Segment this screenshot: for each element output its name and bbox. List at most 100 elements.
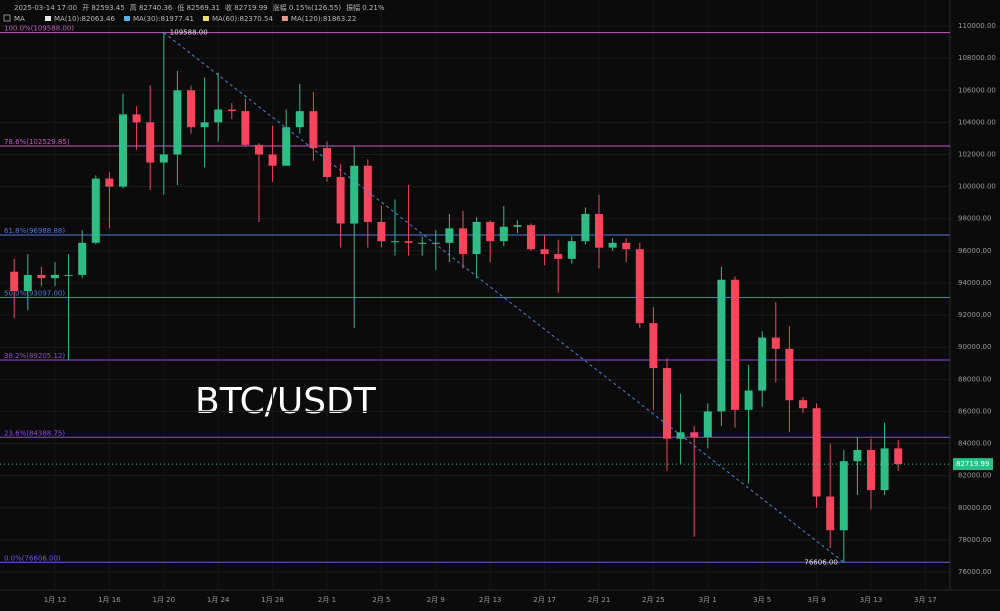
y-tick-label: 102000.00 [958, 150, 996, 158]
x-tick-label: 2月 25 [642, 596, 665, 604]
candle-body [554, 254, 563, 259]
candle-body [64, 274, 73, 276]
x-tick-label: 2月 21 [588, 596, 611, 604]
ma-label: MA [14, 15, 25, 23]
y-tick-label: 82000.00 [958, 472, 991, 480]
candle-body [880, 448, 889, 491]
y-tick-label: 98000.00 [958, 215, 991, 223]
x-tick-label: 1月 12 [44, 596, 67, 604]
candle-body [377, 221, 386, 242]
x-tick-label: 3月 13 [860, 596, 883, 604]
header-item: 高 82740.36 [130, 3, 173, 12]
candle-body [241, 111, 250, 145]
candle-body [350, 165, 359, 224]
header-item: 2025-03-14 17:00 [14, 4, 77, 12]
candle-body [404, 241, 413, 243]
low-label: 76606.00 [804, 558, 837, 566]
ma-swatch [123, 16, 130, 21]
candle-body [295, 111, 304, 128]
candle-body [785, 348, 794, 401]
candle-body [608, 242, 617, 248]
candle-body [418, 242, 427, 244]
fib-label: 0.0%(76606.00) [4, 554, 61, 562]
header-item: 涨幅 0.15%(126.55) [273, 3, 342, 12]
candle-body [771, 337, 780, 349]
candle-body [282, 127, 291, 166]
candle-body [527, 225, 535, 250]
candle-body [132, 114, 141, 123]
x-tick-label: 3月 9 [808, 596, 826, 604]
candle-body [717, 279, 726, 412]
candle-body [363, 165, 372, 222]
ma-item: MA(120):81863.22 [291, 15, 356, 23]
candle-body [867, 449, 875, 491]
x-tick-label: 2月 1 [318, 596, 336, 604]
candle-body [431, 242, 440, 244]
candle-body [663, 368, 671, 439]
y-tick-label: 86000.00 [958, 407, 991, 415]
candle-body [214, 109, 223, 123]
candle-body [268, 154, 277, 166]
candle-body [581, 213, 590, 242]
y-tick-label: 106000.00 [958, 86, 996, 94]
x-tick-label: 1月 16 [98, 596, 121, 604]
ma-item: MA(10):82063.46 [54, 15, 116, 23]
candle-body [91, 178, 100, 243]
candle-body [894, 448, 903, 465]
candle-body [459, 228, 467, 255]
x-tick-label: 2月 9 [427, 596, 445, 604]
x-tick-label: 1月 20 [153, 596, 176, 604]
ma-toggle[interactable] [3, 14, 11, 22]
fib-label: 23.6%(84388.75) [4, 429, 65, 437]
candle-body [622, 242, 631, 250]
x-tick-label: 2月 5 [372, 596, 390, 604]
ma-swatch [45, 16, 51, 21]
candle-body [499, 226, 508, 242]
candle-body [309, 111, 318, 149]
y-tick-label: 84000.00 [958, 440, 991, 448]
candle-body [567, 241, 576, 259]
header-item: 开 82593.45 [82, 4, 125, 12]
candle-body [513, 225, 522, 227]
x-tick-label: 1月 24 [207, 596, 230, 604]
watermark: BTC/USDT [195, 381, 377, 422]
x-tick-label: 2月 13 [479, 596, 502, 604]
y-tick-label: 110000.00 [958, 22, 996, 30]
candle-body [649, 323, 658, 369]
candle-body [758, 337, 767, 391]
header-item: 收 82719.99 [225, 3, 268, 12]
candle-body [23, 274, 32, 291]
ma-swatch [281, 16, 288, 21]
ma-item: MA(30):81977.41 [133, 15, 194, 23]
candle-body [731, 279, 739, 410]
candle-body [744, 390, 753, 410]
candle-body [227, 109, 236, 112]
y-tick-label: 76000.00 [958, 568, 991, 576]
candle-body [105, 178, 114, 187]
candle-body [799, 400, 807, 409]
x-tick-label: 3月 1 [699, 596, 717, 604]
candle-body [119, 114, 127, 187]
fib-label: 38.2%(89205.12) [4, 352, 65, 360]
y-tick-label: 100000.00 [958, 183, 996, 191]
x-tick-label: 3月 17 [914, 596, 937, 604]
candle-body [336, 176, 345, 224]
x-tick-label: 1月 28 [261, 596, 284, 604]
candle-body [690, 432, 699, 438]
candle-body [812, 408, 821, 497]
y-tick-label: 108000.00 [958, 54, 996, 62]
candle-body [146, 122, 155, 163]
candle-body [51, 274, 59, 279]
current-price-label: 82719.99 [956, 460, 989, 468]
fib-label: 100.0%(109588.00) [4, 25, 74, 33]
y-tick-label: 96000.00 [958, 247, 991, 255]
candle-body [703, 411, 712, 438]
y-tick-label: 92000.00 [958, 311, 991, 319]
candle-body [540, 249, 549, 255]
candle-body [159, 154, 168, 163]
candle-body [200, 122, 209, 128]
candle-body [323, 148, 331, 177]
fib-label: 78.6%(102529.85) [4, 138, 70, 146]
y-tick-label: 90000.00 [958, 343, 991, 351]
y-tick-label: 88000.00 [958, 375, 991, 383]
